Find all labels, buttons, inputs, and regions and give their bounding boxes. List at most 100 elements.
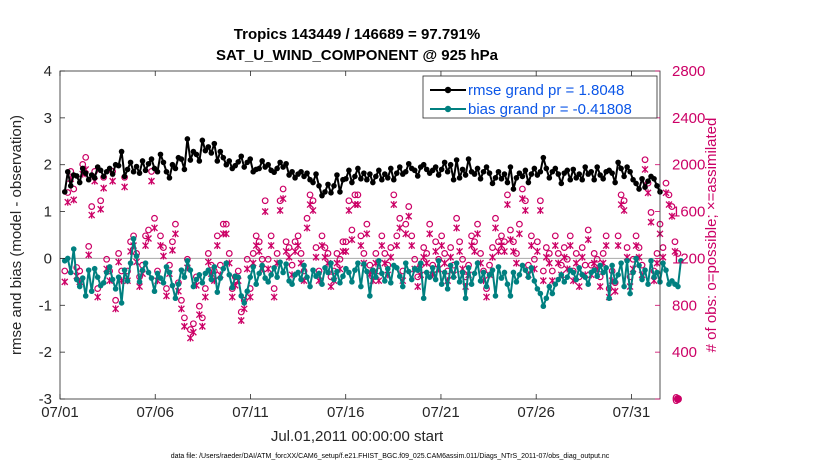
rmse-point <box>193 151 200 158</box>
bias-point <box>483 283 490 290</box>
obs-assimilated-point <box>88 211 96 219</box>
rmse-point <box>313 171 319 177</box>
obs-assimilated-point <box>602 242 610 250</box>
obs-possible-point <box>602 232 610 240</box>
bias-point <box>393 265 400 271</box>
obs-assimilated-point <box>357 242 365 250</box>
obs-possible-point <box>303 214 311 222</box>
obs-assimilated-point <box>420 253 428 261</box>
legend-rmse-swatch-marker <box>444 86 452 94</box>
bias-point <box>678 257 684 264</box>
obs-assimilated-point <box>240 305 248 313</box>
legend-bias-swatch-marker <box>444 105 452 113</box>
rmse-point <box>298 168 304 175</box>
obs-possible-point <box>282 238 290 246</box>
obs-possible-point <box>551 232 559 240</box>
rmse-point <box>67 183 74 189</box>
bias-point <box>612 279 618 285</box>
bias-point <box>582 274 589 280</box>
rmse-point <box>471 171 478 177</box>
bias-point <box>462 295 469 302</box>
obs-assimilated-point <box>201 293 209 301</box>
bias-point <box>471 270 478 277</box>
obs-possible-point <box>312 244 320 251</box>
obs-assimilated-point <box>575 283 583 291</box>
bias-point <box>196 272 203 278</box>
obs-possible-point <box>213 232 221 240</box>
bias-point <box>346 269 352 276</box>
obs-possible-point <box>342 238 350 246</box>
rmse-point <box>540 154 547 161</box>
obs-assimilated-point <box>671 247 679 255</box>
rmse-point <box>352 173 358 180</box>
rmse-point <box>441 159 448 166</box>
obs-possible-point <box>671 238 679 246</box>
obs-possible-point <box>97 197 105 205</box>
obs-possible-point <box>267 232 275 240</box>
rmse-point <box>124 166 131 173</box>
obs-assimilated-point <box>408 242 416 250</box>
bias-point <box>229 284 236 291</box>
bias-point <box>609 262 615 269</box>
rmse-point <box>217 148 224 155</box>
obs-assimilated-point <box>441 259 449 267</box>
bias-point <box>438 281 445 288</box>
bias-point <box>402 260 409 266</box>
obs-possible-point <box>324 250 332 257</box>
bias-point <box>247 274 254 280</box>
rmse-point <box>651 175 657 182</box>
bias-point <box>468 281 475 288</box>
obs-assimilated-zero-marker <box>673 395 682 403</box>
bias-point <box>91 265 98 272</box>
obs-possible-point <box>447 244 455 251</box>
bias-point <box>118 300 125 306</box>
obs-assimilated-point <box>115 258 123 266</box>
obs-assimilated-point <box>276 206 284 214</box>
obs-possible-point <box>333 250 341 257</box>
rmse-point <box>214 158 221 164</box>
obs-possible-point <box>545 250 553 257</box>
bias-point <box>193 276 200 283</box>
bias-point <box>594 273 600 280</box>
bias-point <box>322 265 328 271</box>
bias-point <box>136 279 143 285</box>
bias-point <box>289 281 295 288</box>
obs-assimilated-point <box>614 242 622 250</box>
bias-point <box>265 279 271 285</box>
bias-point <box>163 264 170 270</box>
bias-point <box>364 268 370 275</box>
bias-point <box>220 265 227 272</box>
rmse-point <box>367 171 373 177</box>
rmse-point <box>64 168 71 175</box>
obs-assimilated-point <box>160 252 167 260</box>
rmse-point <box>334 172 340 178</box>
rmse-series <box>61 136 663 199</box>
bias-point <box>600 269 606 276</box>
bias-point <box>543 295 550 302</box>
obs-possible-point <box>393 232 401 240</box>
obs-assimilated-point <box>641 165 649 173</box>
bias-point <box>256 270 262 277</box>
obs-possible-point <box>261 197 269 205</box>
obs-assimilated-point <box>195 311 203 319</box>
rmse-point <box>154 168 161 175</box>
obs-assimilated-point <box>560 253 568 261</box>
bias-point <box>112 286 119 292</box>
obs-possible-point <box>270 285 278 292</box>
bias-point <box>340 273 346 280</box>
bias-point <box>385 265 391 272</box>
obs-possible-point <box>288 261 296 269</box>
rmse-point <box>355 165 361 172</box>
obs-assimilated-point <box>512 259 520 267</box>
bias-point <box>370 267 376 273</box>
bias-point <box>405 268 412 275</box>
bias-point <box>513 279 520 285</box>
obs-assimilated-point <box>521 206 529 214</box>
obs-assimilated-point <box>309 206 317 214</box>
rmse-point <box>642 184 648 191</box>
bias-point <box>223 260 230 266</box>
obs-possible-point <box>85 242 93 250</box>
obs-possible-point <box>252 232 260 240</box>
obs-possible-point <box>530 255 538 263</box>
rmse-point <box>591 176 597 183</box>
